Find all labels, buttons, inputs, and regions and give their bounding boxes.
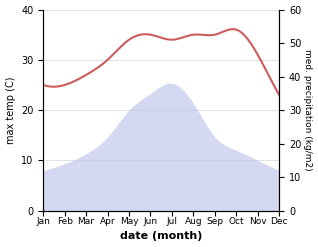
Y-axis label: max temp (C): max temp (C) [5, 76, 16, 144]
Y-axis label: med. precipitation (kg/m2): med. precipitation (kg/m2) [303, 49, 313, 171]
X-axis label: date (month): date (month) [120, 231, 203, 242]
